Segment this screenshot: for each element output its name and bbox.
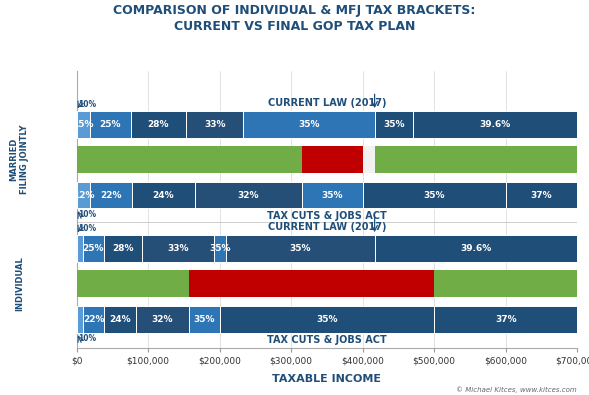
Bar — [434, 271, 577, 297]
Text: 28%: 28% — [112, 244, 134, 253]
Bar — [186, 111, 243, 137]
Bar — [83, 235, 104, 261]
Text: 32%: 32% — [237, 191, 259, 199]
Text: MARRIED
FILING JOINTLY: MARRIED FILING JOINTLY — [9, 125, 29, 194]
Bar — [363, 182, 506, 209]
Text: 37%: 37% — [531, 191, 552, 199]
Text: 35%: 35% — [194, 315, 215, 324]
Text: 35%: 35% — [289, 244, 311, 253]
Bar — [220, 306, 434, 333]
Bar — [375, 271, 434, 297]
Text: 15%: 15% — [72, 120, 94, 129]
Text: 24%: 24% — [153, 191, 174, 199]
Bar — [77, 182, 90, 209]
Bar — [90, 111, 131, 137]
Bar — [189, 306, 220, 333]
Text: 25%: 25% — [82, 244, 104, 253]
Text: 35%: 35% — [316, 315, 337, 324]
Text: 10%: 10% — [78, 224, 96, 233]
Bar — [302, 182, 363, 209]
Bar — [413, 111, 577, 137]
Bar — [104, 306, 135, 333]
Text: 33%: 33% — [204, 120, 226, 129]
Text: CURRENT LAW (2017): CURRENT LAW (2017) — [267, 98, 386, 108]
Text: 32%: 32% — [151, 315, 173, 324]
Text: 22%: 22% — [83, 315, 105, 324]
Bar — [84, 306, 104, 333]
Bar — [77, 306, 84, 333]
Text: 35%: 35% — [298, 120, 320, 129]
Text: TAX CUTS & JOBS ACT: TAX CUTS & JOBS ACT — [267, 335, 387, 345]
Bar — [434, 306, 577, 333]
Bar — [77, 235, 83, 261]
Bar — [131, 111, 186, 137]
Bar — [375, 111, 413, 137]
Bar — [104, 235, 143, 261]
Bar — [226, 235, 375, 261]
Text: 35%: 35% — [423, 191, 445, 199]
Text: 10%: 10% — [78, 334, 96, 343]
Bar — [189, 271, 220, 297]
Bar — [77, 147, 302, 173]
Bar — [77, 111, 90, 137]
Text: 39.6%: 39.6% — [479, 120, 511, 129]
Bar — [363, 147, 375, 173]
Text: 12%: 12% — [72, 191, 94, 199]
Bar — [302, 147, 363, 173]
Text: 24%: 24% — [109, 315, 131, 324]
Bar — [135, 306, 189, 333]
Text: 33%: 33% — [167, 244, 188, 253]
X-axis label: TAXABLE INCOME: TAXABLE INCOME — [272, 374, 382, 384]
Text: 35%: 35% — [383, 120, 405, 129]
Bar — [194, 182, 302, 209]
Text: 10%: 10% — [78, 100, 96, 109]
Text: 35%: 35% — [209, 244, 230, 253]
Text: 37%: 37% — [495, 315, 517, 324]
Text: 35%: 35% — [322, 191, 343, 199]
Bar — [77, 271, 189, 297]
Bar — [143, 235, 214, 261]
Bar — [375, 235, 577, 261]
Bar — [243, 111, 375, 137]
Text: 25%: 25% — [100, 120, 121, 129]
Text: 39.6%: 39.6% — [460, 244, 492, 253]
Text: 28%: 28% — [148, 120, 169, 129]
Bar — [506, 182, 577, 209]
Bar — [132, 182, 194, 209]
Text: © Michael Kitces, www.kitces.com: © Michael Kitces, www.kitces.com — [456, 386, 577, 393]
Bar — [375, 147, 577, 173]
Text: TAX CUTS & JOBS ACT: TAX CUTS & JOBS ACT — [267, 211, 387, 221]
Text: INDIVIDUAL: INDIVIDUAL — [15, 256, 24, 311]
Text: 10%: 10% — [78, 210, 96, 219]
Text: COMPARISON OF INDIVIDUAL & MFJ TAX BRACKETS:
CURRENT VS FINAL GOP TAX PLAN: COMPARISON OF INDIVIDUAL & MFJ TAX BRACK… — [113, 4, 476, 33]
Bar — [214, 235, 226, 261]
Text: 22%: 22% — [100, 191, 122, 199]
Bar — [90, 182, 132, 209]
Text: CURRENT LAW (2017): CURRENT LAW (2017) — [267, 222, 386, 232]
Bar — [220, 271, 375, 297]
